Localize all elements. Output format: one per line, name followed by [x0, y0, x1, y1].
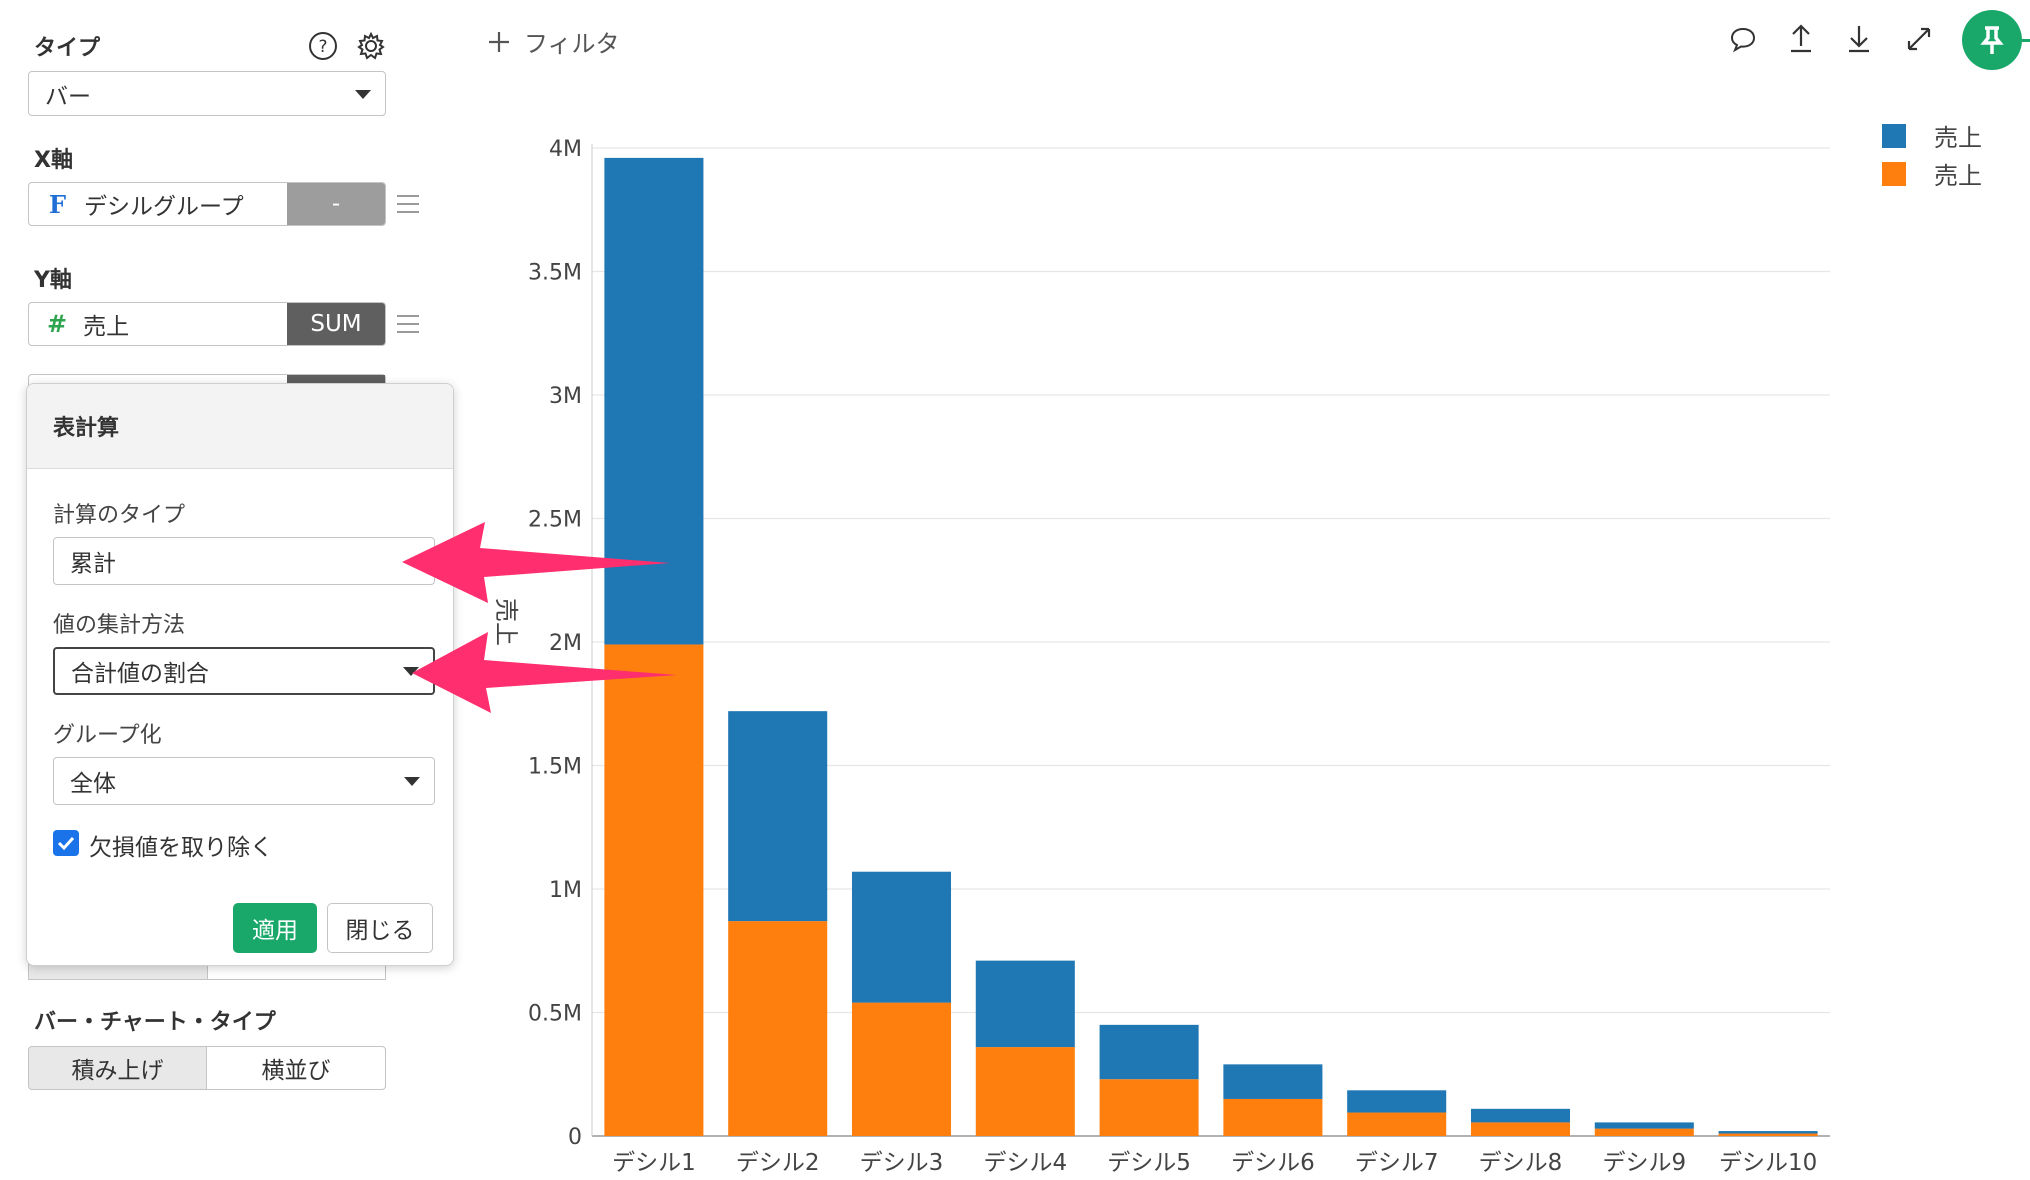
dimension-icon: F — [49, 189, 67, 219]
bar-segment[interactable] — [604, 157, 704, 645]
x-tick-label: デシル8 — [1479, 1150, 1563, 1176]
pin-connector — [2022, 39, 2030, 42]
bar-segment[interactable] — [604, 644, 704, 1136]
x-tick-label: デシル3 — [860, 1150, 944, 1176]
pin-button[interactable] — [1962, 10, 2022, 70]
bar-segment[interactable] — [1223, 1098, 1323, 1136]
expand-icon[interactable] — [1904, 24, 1934, 58]
bar-segment[interactable] — [1594, 1122, 1694, 1129]
type-label: タイプ — [34, 36, 101, 61]
bar-chart-type-label: バー・チャート・タイプ — [34, 1010, 276, 1035]
x-axis-label: X軸 — [34, 148, 73, 173]
y-tick-label: 0.5M — [528, 1002, 582, 1027]
bar-segment[interactable] — [1347, 1112, 1447, 1136]
y-axis-label: Y軸 — [34, 268, 72, 293]
bar-segment[interactable] — [1470, 1108, 1571, 1123]
remove-missing-label: 欠損値を取り除く — [89, 835, 273, 861]
bar-segment[interactable] — [1470, 1122, 1571, 1136]
bar-segment[interactable] — [1347, 1090, 1447, 1113]
table-calculation-panel: 表計算 計算のタイプ 累計 値の集計方法 合計値の割合 グループ化 全体 欠損値… — [26, 383, 454, 966]
agg-method-select[interactable]: 合計値の割合 — [53, 647, 435, 695]
chevron-down-icon — [404, 777, 420, 786]
x-tick-label: デシル2 — [736, 1150, 820, 1176]
agg-method-label: 値の集計方法 — [53, 613, 186, 638]
calc-type-value: 累計 — [70, 551, 116, 577]
bar-segment[interactable] — [975, 1047, 1075, 1136]
x-tick-label: デシル6 — [1231, 1150, 1315, 1176]
agg-method-value: 合計値の割合 — [71, 661, 209, 687]
checkmark-icon — [57, 836, 75, 851]
x-field-name: デシルグループ — [84, 194, 244, 220]
measure-icon: # — [47, 310, 68, 338]
y-tick-label: 0 — [568, 1125, 582, 1150]
bar-segment[interactable] — [1594, 1128, 1694, 1136]
bar-segment[interactable] — [728, 921, 828, 1136]
bar-segment[interactable] — [851, 871, 952, 1003]
bar-type-side-by-side-button[interactable]: 横並び — [206, 1046, 386, 1090]
svg-text:?: ? — [318, 37, 327, 57]
grouping-label: グループ化 — [53, 723, 162, 748]
calc-type-label: 計算のタイプ — [53, 503, 186, 528]
x-tick-label: デシル10 — [1719, 1150, 1817, 1176]
x-tick-label: デシル1 — [612, 1150, 696, 1176]
plus-icon — [489, 31, 509, 52]
grouping-value: 全体 — [70, 771, 116, 797]
y-tick-label: 1M — [549, 878, 582, 903]
gear-icon[interactable] — [356, 31, 386, 65]
y-tick-label: 2.5M — [528, 508, 582, 533]
comment-icon[interactable] — [1728, 24, 1758, 58]
bar-segment[interactable] — [1099, 1079, 1199, 1136]
x-tick-label: デシル7 — [1355, 1150, 1439, 1176]
bar-segment[interactable] — [728, 711, 828, 922]
legend-label: 売上 — [1934, 124, 1982, 152]
help-icon[interactable]: ? — [308, 31, 338, 65]
y-tick-label: 3.5M — [528, 261, 582, 286]
y-tick-label: 2M — [549, 631, 582, 656]
drag-handle-icon[interactable] — [397, 195, 419, 219]
hidden-segmented-control — [28, 962, 386, 980]
chart-type-select[interactable]: バー — [28, 71, 386, 116]
bar-segment[interactable] — [1718, 1133, 1818, 1136]
drag-handle-icon[interactable] — [397, 315, 419, 339]
calc-type-select[interactable]: 累計 — [53, 537, 435, 585]
legend-label: 売上 — [1934, 162, 1982, 190]
bar-segment[interactable] — [1718, 1131, 1818, 1134]
legend-swatch — [1882, 124, 1906, 148]
y-tick-label: 1.5M — [528, 755, 582, 780]
y-axis-field[interactable]: # 売上 SUM — [28, 302, 386, 346]
chevron-down-icon — [355, 89, 371, 99]
filter-label: フィルタ — [524, 30, 620, 58]
legend-swatch — [1882, 162, 1906, 186]
add-filter-button[interactable]: フィルタ — [486, 24, 620, 59]
panel-title: 表計算 — [27, 384, 453, 469]
x-axis-field[interactable]: F デシルグループ - — [28, 182, 386, 226]
close-button[interactable]: 閉じる — [327, 903, 433, 953]
upload-icon[interactable] — [1786, 22, 1816, 58]
bar-segment[interactable] — [975, 960, 1075, 1048]
pin-icon — [1980, 26, 2004, 54]
bar-segment[interactable] — [1099, 1024, 1199, 1080]
apply-button[interactable]: 適用 — [233, 903, 317, 953]
x-field-agg-button[interactable]: - — [287, 183, 385, 225]
chevron-down-icon — [403, 667, 419, 676]
bar-segment[interactable] — [851, 1002, 952, 1136]
chart-type-value: バー — [45, 83, 91, 110]
x-tick-label: デシル9 — [1602, 1150, 1686, 1176]
y-tick-label: 3M — [549, 384, 582, 409]
x-tick-label: デシル4 — [983, 1150, 1067, 1176]
y-field-agg-button[interactable]: SUM — [287, 303, 385, 345]
y-axis-title: 売上 — [492, 598, 520, 646]
bar-segment[interactable] — [1223, 1064, 1323, 1099]
x-tick-label: デシル5 — [1107, 1150, 1191, 1176]
download-icon[interactable] — [1844, 22, 1874, 58]
y-tick-label: 4M — [549, 137, 582, 162]
grouping-select[interactable]: 全体 — [53, 757, 435, 805]
y-field-name: 売上 — [83, 314, 130, 340]
bar-type-stacked-button[interactable]: 積み上げ — [28, 1046, 207, 1090]
remove-missing-checkbox[interactable] — [53, 830, 79, 856]
